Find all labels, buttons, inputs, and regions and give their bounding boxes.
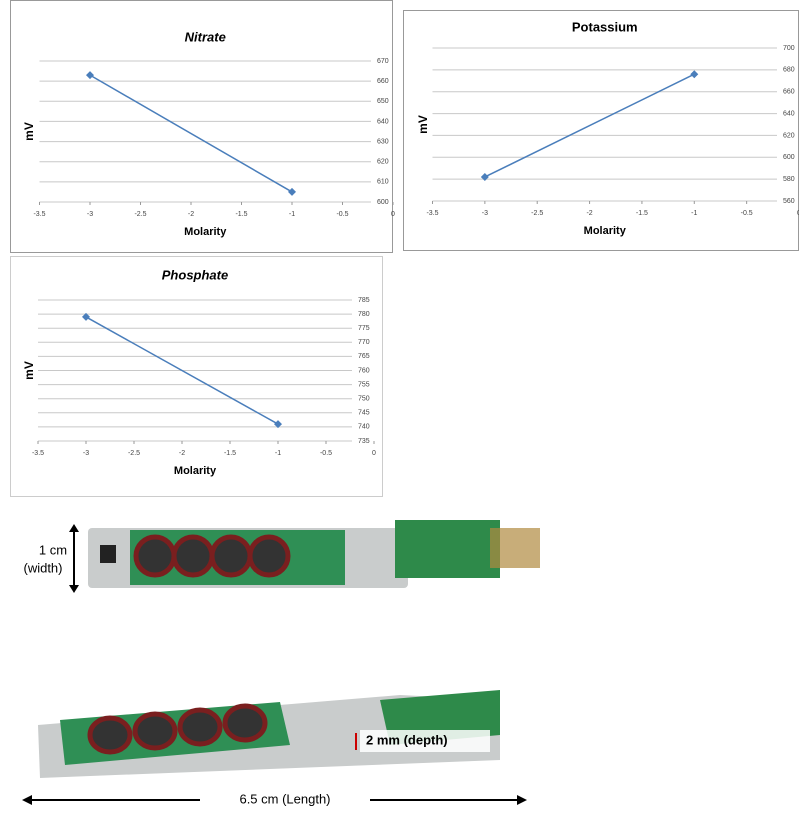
y-tick-label: 775	[358, 325, 370, 332]
electrode	[212, 537, 250, 575]
x-tick-label: -3.5	[33, 211, 45, 218]
y-axis-label: mV	[22, 122, 36, 141]
y-tick-label: 640	[377, 118, 389, 125]
y-tick-label: 745	[358, 410, 370, 417]
x-tick-label: -2.5	[531, 210, 543, 217]
x-tick-label: -2.5	[134, 211, 146, 218]
y-tick-label: 620	[377, 159, 389, 166]
y-tick-label: 580	[783, 176, 795, 183]
chip	[100, 545, 116, 563]
y-tick-label: 660	[783, 89, 795, 96]
length-label: 6.5 cm (Length)	[239, 791, 330, 806]
x-tick-label: -2	[586, 210, 592, 217]
x-tick-label: 0	[391, 211, 395, 218]
figure: 1 cm (width) 2 mm (depth) 6.5 cm (Length…	[0, 0, 799, 808]
chart-title: Phosphate	[162, 267, 228, 282]
chart-frame	[11, 257, 383, 497]
x-tick-label: -3	[482, 210, 488, 217]
x-tick-label: -0.5	[741, 210, 753, 217]
pins	[490, 528, 540, 568]
y-tick-label: 640	[783, 110, 795, 117]
y-axis-label: mV	[22, 361, 36, 380]
x-tick-label: -1	[289, 211, 295, 218]
width-label: (width)	[23, 560, 62, 575]
y-tick-label: 750	[358, 396, 370, 403]
x-tick-label: -3	[83, 450, 89, 457]
electrode	[136, 537, 174, 575]
sensor-photo-top	[69, 520, 540, 593]
x-axis-label: Molarity	[584, 225, 627, 237]
y-tick-label: 765	[358, 353, 370, 360]
x-tick-label: -3	[87, 211, 93, 218]
electrode	[225, 706, 265, 740]
x-tick-label: -1.5	[224, 450, 236, 457]
chart-title: Potassium	[572, 19, 638, 34]
y-tick-label: 700	[783, 45, 795, 52]
y-tick-label: 680	[783, 67, 795, 74]
x-axis-label: Molarity	[184, 226, 227, 238]
electrode	[135, 714, 175, 748]
x-tick-label: -2	[188, 211, 194, 218]
x-tick-label: -3.5	[426, 210, 438, 217]
y-tick-label: 785	[358, 297, 370, 304]
sensor-photo-bottom	[22, 690, 527, 808]
y-tick-label: 630	[377, 138, 389, 145]
y-tick-label: 660	[377, 78, 389, 85]
y-tick-label: 610	[377, 179, 389, 186]
x-tick-label: -0.5	[320, 450, 332, 457]
x-tick-label: -1	[691, 210, 697, 217]
x-tick-label: -2	[179, 450, 185, 457]
y-tick-label: 740	[358, 424, 370, 431]
y-axis-label: mV	[416, 115, 430, 134]
electrode	[90, 718, 130, 752]
y-tick-label: 650	[377, 98, 389, 105]
y-tick-label: 620	[783, 132, 795, 139]
chart-frame	[404, 11, 799, 251]
electrode	[174, 537, 212, 575]
y-tick-label: 600	[377, 199, 389, 206]
electrode	[250, 537, 288, 575]
y-tick-label: 780	[358, 311, 370, 318]
x-tick-label: -1.5	[235, 211, 247, 218]
width-label: 1 cm	[39, 542, 67, 557]
y-tick-label: 560	[783, 198, 795, 205]
y-tick-label: 770	[358, 339, 370, 346]
sensor-board	[395, 520, 500, 578]
x-tick-label: -3.5	[32, 450, 44, 457]
depth-label: 2 mm (depth)	[366, 732, 448, 747]
x-tick-label: -0.5	[336, 211, 348, 218]
y-tick-label: 600	[783, 154, 795, 161]
y-tick-label: 755	[358, 381, 370, 388]
y-tick-label: 735	[358, 438, 370, 445]
x-tick-label: -1	[275, 450, 281, 457]
x-tick-label: -1.5	[636, 210, 648, 217]
electrode	[180, 710, 220, 744]
y-tick-label: 760	[358, 367, 370, 374]
x-tick-label: -2.5	[128, 450, 140, 457]
x-axis-label: Molarity	[174, 465, 217, 477]
y-tick-label: 670	[377, 58, 389, 65]
chart-title: Nitrate	[185, 29, 226, 44]
x-tick-label: 0	[372, 450, 376, 457]
